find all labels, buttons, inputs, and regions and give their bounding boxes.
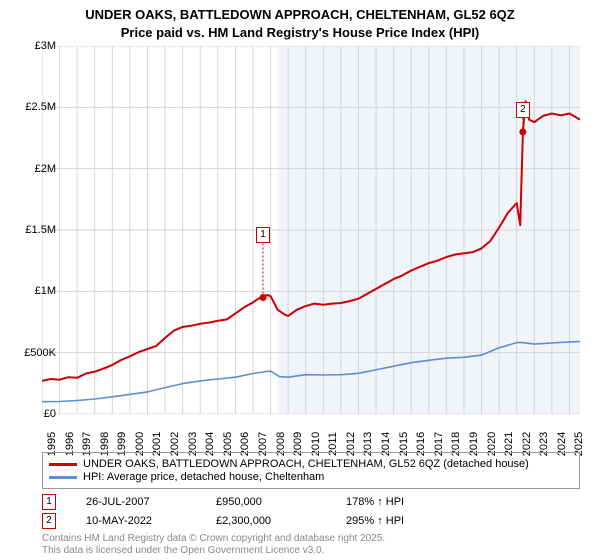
y-tick-label: £500K [24, 347, 56, 359]
y-tick-label: £1.5M [25, 224, 56, 236]
sale-point-hpi: 178% ↑ HPI [346, 496, 404, 508]
sale-points-table: 1 26-JUL-2007 £950,000 178% ↑ HPI 2 10-MAY-20… [42, 494, 404, 532]
sale-point-marker: 1 [42, 494, 56, 510]
title-line-2: Price paid vs. HM Land Registry's House … [0, 24, 600, 42]
footer-line-1: Contains HM Land Registry data © Crown c… [42, 533, 385, 545]
legend-item: UNDER OAKS, BATTLEDOWN APPROACH, CHELTEN… [49, 458, 573, 470]
sale-point-price: £2,300,000 [216, 515, 316, 527]
sale-point-hpi: 295% ↑ HPI [346, 515, 404, 527]
sale-point-row: 2 10-MAY-2022 £2,300,000 295% ↑ HPI [42, 513, 404, 529]
legend-swatch [49, 476, 77, 479]
footer-attribution: Contains HM Land Registry data © Crown c… [42, 533, 385, 557]
legend-label: UNDER OAKS, BATTLEDOWN APPROACH, CHELTEN… [83, 458, 529, 470]
x-axis-labels: 1995199619971998199920002001200220032004… [42, 414, 580, 454]
title-block: UNDER OAKS, BATTLEDOWN APPROACH, CHELTEN… [0, 0, 600, 41]
legend: UNDER OAKS, BATTLEDOWN APPROACH, CHELTEN… [42, 452, 580, 489]
chart-area [42, 46, 580, 414]
legend-item: HPI: Average price, detached house, Chel… [49, 471, 573, 483]
sale-point-price: £950,000 [216, 496, 316, 508]
y-tick-label: £3M [35, 40, 56, 52]
y-tick-label: £2M [35, 163, 56, 175]
legend-label: HPI: Average price, detached house, Chel… [83, 471, 324, 483]
legend-swatch [49, 463, 77, 466]
chart-svg [42, 46, 580, 414]
y-tick-label: £2.5M [25, 101, 56, 113]
sale-point-date: 10-MAY-2022 [86, 515, 186, 527]
sale-point-row: 1 26-JUL-2007 £950,000 178% ↑ HPI [42, 494, 404, 510]
y-tick-label: £1M [35, 285, 56, 297]
sale-point-date: 26-JUL-2007 [86, 496, 186, 508]
chart-marker-1: 1 [256, 227, 270, 243]
chart-marker-2: 2 [516, 102, 530, 118]
footer-line-2: This data is licensed under the Open Gov… [42, 545, 385, 557]
chart-container: UNDER OAKS, BATTLEDOWN APPROACH, CHELTEN… [0, 0, 600, 560]
sale-point-marker: 2 [42, 513, 56, 529]
title-line-1: UNDER OAKS, BATTLEDOWN APPROACH, CHELTEN… [0, 6, 600, 24]
